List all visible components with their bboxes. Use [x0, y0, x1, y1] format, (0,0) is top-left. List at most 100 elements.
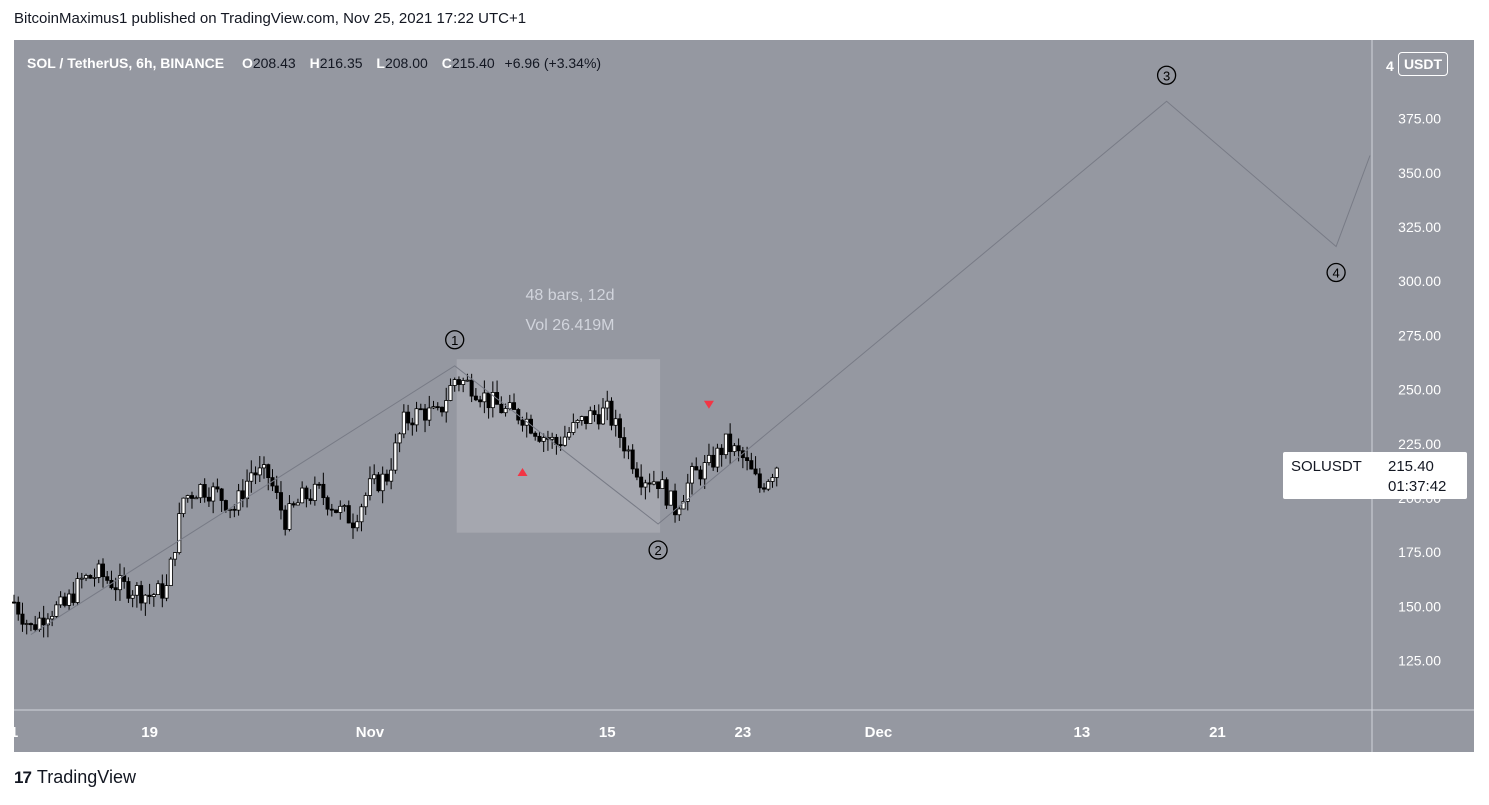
candle-body	[533, 432, 538, 437]
candle-body	[177, 513, 182, 553]
candle-body	[139, 585, 144, 604]
candle-body	[541, 437, 546, 442]
x-tick-label: 1	[10, 724, 18, 741]
candle-body	[156, 583, 161, 596]
elliott-wave-line	[30, 100, 1371, 636]
candle-body	[79, 577, 84, 580]
candle-body	[456, 379, 461, 385]
symbol-legend[interactable]: SOL / TetherUS, 6h, BINANCE O208.43 H216…	[27, 55, 607, 71]
publisher-line: BitcoinMaximus1 published on TradingView…	[14, 10, 527, 27]
legend-low: 208.00	[384, 55, 428, 71]
candle-body	[71, 593, 76, 603]
candle-body	[266, 464, 271, 479]
candle-body	[45, 618, 50, 626]
candle-body	[236, 490, 241, 511]
candle-body	[96, 563, 101, 578]
candle-body	[245, 480, 250, 500]
candle-body	[219, 488, 224, 501]
candle-body	[350, 522, 355, 529]
candle-body	[423, 408, 428, 421]
candle-body	[304, 487, 309, 500]
candle-body	[465, 379, 470, 382]
candle-body	[558, 444, 563, 446]
candle-body	[173, 552, 178, 560]
tradingview-brand: TradingView	[36, 767, 136, 787]
candle-body	[711, 454, 716, 468]
candle-body	[762, 487, 767, 490]
x-tick-label: 21	[1209, 724, 1226, 741]
candle-body	[575, 420, 580, 423]
candle-body	[105, 576, 110, 581]
last-price-tag: SOLUSDT 215.40 01:37:42	[1283, 452, 1467, 499]
legend-high: 216.35	[319, 55, 363, 71]
candle-body	[588, 410, 593, 424]
candle-body	[584, 416, 589, 424]
candle-body	[262, 464, 267, 469]
y-tick-label: 225.00	[1398, 436, 1441, 452]
candle-body	[770, 477, 775, 482]
legend-close-key: C	[441, 55, 452, 71]
candle-body	[189, 495, 194, 499]
candle-body	[681, 501, 686, 510]
candle-body	[75, 578, 80, 603]
candle-body	[439, 406, 444, 413]
candle-body	[168, 558, 173, 586]
candle-body	[698, 469, 703, 480]
x-tick-label: 19	[141, 724, 158, 741]
candle-body	[461, 380, 466, 385]
y-tick-label: 125.00	[1398, 653, 1441, 669]
candle-body	[194, 497, 199, 500]
candle-body	[300, 487, 305, 504]
candle-body	[469, 379, 474, 397]
candle-body	[749, 460, 754, 470]
candle-body	[622, 437, 627, 452]
red-down-triangle-marker	[703, 400, 714, 409]
candle-body	[334, 509, 339, 513]
candle-body	[766, 481, 771, 490]
y-tick-label: 300.00	[1398, 273, 1441, 289]
candle-body	[605, 400, 610, 409]
candle-body	[355, 521, 360, 529]
candle-body	[88, 575, 93, 579]
candle-body	[550, 436, 555, 440]
wave-label-2: 2	[654, 543, 661, 558]
red-up-triangle-marker	[517, 467, 528, 476]
candle-body	[651, 481, 656, 485]
candle-body	[338, 505, 343, 513]
price-tag-symbol: SOLUSDT	[1291, 458, 1362, 475]
candle-body	[232, 508, 237, 511]
candle-body	[92, 577, 97, 579]
axis-lines	[14, 40, 1474, 752]
candle-body	[329, 508, 334, 511]
candle-body	[512, 402, 517, 410]
y-tick-label: 375.00	[1398, 111, 1441, 127]
candle-body	[706, 454, 711, 463]
candle-body	[291, 503, 296, 506]
wave-label-1: 1	[451, 333, 458, 348]
candle-body	[134, 585, 139, 596]
x-tick-label: Dec	[865, 724, 893, 741]
currency-badge[interactable]: USDT	[1398, 52, 1448, 76]
candle-body	[312, 483, 317, 501]
candle-body	[664, 479, 669, 506]
candle-body	[406, 411, 411, 424]
wave-label-circle	[445, 330, 465, 350]
candle-body	[723, 433, 728, 456]
wave-labels-layer: 1 2 3 4	[445, 65, 1346, 560]
candle-body	[380, 473, 385, 492]
candle-body	[490, 392, 495, 409]
candle-body	[486, 392, 491, 409]
candle-body	[50, 615, 55, 620]
chart-area[interactable]	[14, 40, 1474, 752]
candle-body	[317, 483, 322, 486]
candle-body	[393, 442, 398, 471]
candle-body	[84, 575, 89, 579]
candles-layer	[11, 373, 779, 638]
candle-body	[28, 623, 33, 626]
wave-label-4: 4	[1332, 266, 1339, 281]
x-tick-label: Nov	[356, 724, 385, 741]
candle-body	[58, 596, 63, 606]
candle-body	[694, 466, 699, 471]
tradingview-logo[interactable]: 17 TradingView	[14, 767, 136, 788]
